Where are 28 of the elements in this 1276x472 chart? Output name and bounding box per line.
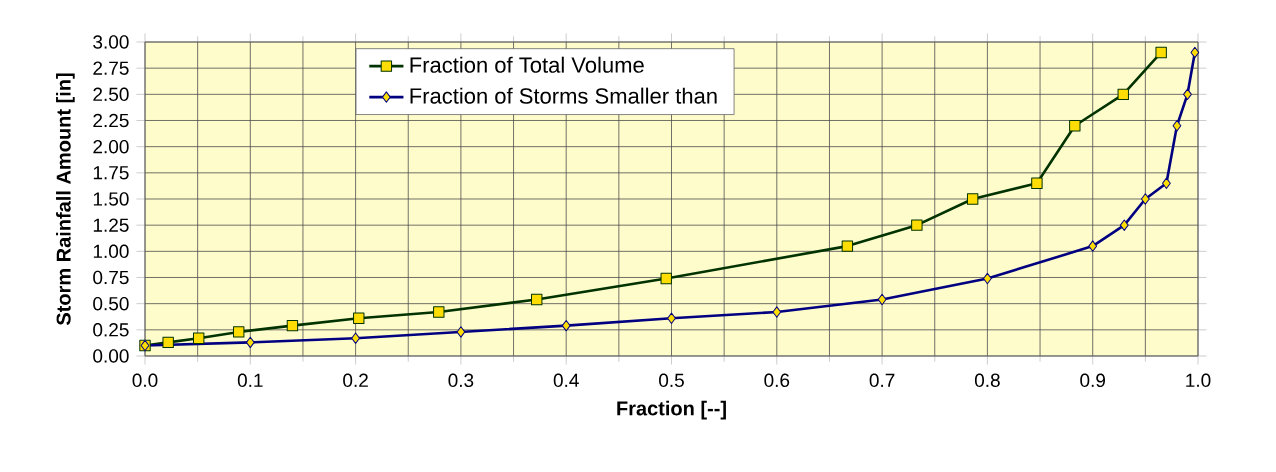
y-axis-title: Storm Rainfall Amount [in] bbox=[56, 73, 75, 326]
y-tick-label: 0.50 bbox=[93, 296, 129, 311]
y-tick-label: 1.25 bbox=[93, 218, 129, 232]
legend-label: Fraction of Total Volume bbox=[410, 56, 644, 73]
x-tick-label: 0.4 bbox=[553, 373, 579, 388]
x-tick-label: 0.7 bbox=[869, 373, 895, 388]
x-tick-label: 0.0 bbox=[132, 373, 158, 388]
x-tick-label: 0.6 bbox=[764, 373, 790, 388]
x-tick-label: 0.8 bbox=[974, 373, 1000, 388]
y-tick-label: 1.50 bbox=[93, 192, 129, 206]
x-tick-label: 0.3 bbox=[448, 373, 474, 388]
y-tick-label: 1.00 bbox=[93, 244, 129, 259]
y-tick-label: 0.75 bbox=[93, 270, 129, 285]
y-tick-label: 2.50 bbox=[93, 87, 129, 102]
y-tick-label: 2.75 bbox=[93, 61, 129, 75]
x-tick-label: 0.5 bbox=[659, 373, 684, 388]
y-tick-label: 2.00 bbox=[93, 139, 129, 154]
x-tick-label: 0.1 bbox=[237, 373, 263, 388]
x-tick-label: 0.2 bbox=[343, 373, 368, 388]
x-tick-label: 0.9 bbox=[1080, 373, 1106, 388]
y-tick-label: 0.25 bbox=[93, 323, 129, 337]
y-tick-label: 0.00 bbox=[93, 349, 129, 363]
y-tick-label: 2.25 bbox=[93, 113, 129, 128]
x-axis-title: Fraction [--] bbox=[617, 400, 726, 420]
y-tick-label: 1.75 bbox=[93, 166, 129, 180]
y-tick-label: 3.00 bbox=[93, 35, 129, 49]
x-tick-label: 1.0 bbox=[1186, 373, 1211, 388]
legend-label: Fraction of Storms Smaller than bbox=[410, 87, 717, 104]
